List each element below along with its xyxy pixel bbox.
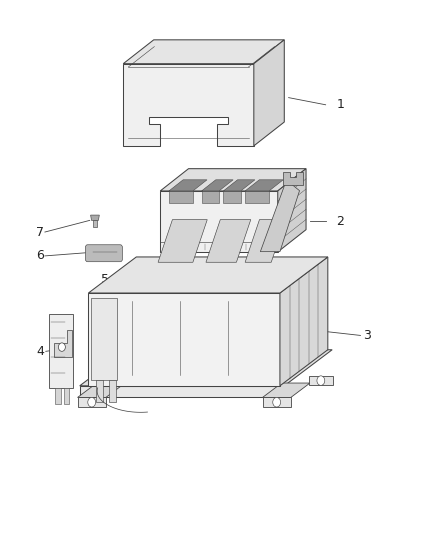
Polygon shape <box>160 168 306 191</box>
Polygon shape <box>80 386 284 398</box>
Text: 1: 1 <box>336 98 344 111</box>
Polygon shape <box>169 191 193 203</box>
Polygon shape <box>78 398 106 407</box>
Polygon shape <box>260 180 300 252</box>
FancyBboxPatch shape <box>85 245 122 262</box>
Polygon shape <box>80 350 332 386</box>
Polygon shape <box>283 172 303 185</box>
Polygon shape <box>158 220 207 262</box>
Polygon shape <box>262 398 291 407</box>
Polygon shape <box>169 180 207 191</box>
Polygon shape <box>278 168 306 252</box>
Polygon shape <box>223 191 241 203</box>
Text: 5: 5 <box>102 273 110 286</box>
Polygon shape <box>53 330 72 357</box>
Text: 4: 4 <box>36 345 44 358</box>
Polygon shape <box>49 314 73 389</box>
Text: 6: 6 <box>36 249 44 262</box>
Polygon shape <box>206 220 251 262</box>
Polygon shape <box>245 191 269 203</box>
Polygon shape <box>201 180 233 191</box>
Polygon shape <box>160 191 278 252</box>
Text: 7: 7 <box>36 225 44 239</box>
Circle shape <box>88 398 95 407</box>
Polygon shape <box>64 389 69 405</box>
Polygon shape <box>96 381 103 402</box>
Polygon shape <box>280 257 328 386</box>
Polygon shape <box>123 63 254 146</box>
Circle shape <box>58 343 65 351</box>
Polygon shape <box>245 180 283 191</box>
Polygon shape <box>262 383 310 398</box>
Polygon shape <box>88 257 328 293</box>
Polygon shape <box>55 389 60 405</box>
Polygon shape <box>245 220 286 262</box>
Text: 2: 2 <box>336 215 344 228</box>
Polygon shape <box>254 40 284 146</box>
Polygon shape <box>123 40 284 63</box>
Polygon shape <box>78 383 125 398</box>
Polygon shape <box>88 293 280 386</box>
Polygon shape <box>93 220 97 227</box>
Polygon shape <box>91 215 99 220</box>
Polygon shape <box>223 180 255 191</box>
Polygon shape <box>201 191 219 203</box>
Polygon shape <box>109 381 116 402</box>
Polygon shape <box>309 376 332 385</box>
Polygon shape <box>91 298 117 381</box>
Text: 3: 3 <box>363 329 371 342</box>
Polygon shape <box>138 268 152 279</box>
Circle shape <box>317 376 325 385</box>
Circle shape <box>273 398 281 407</box>
